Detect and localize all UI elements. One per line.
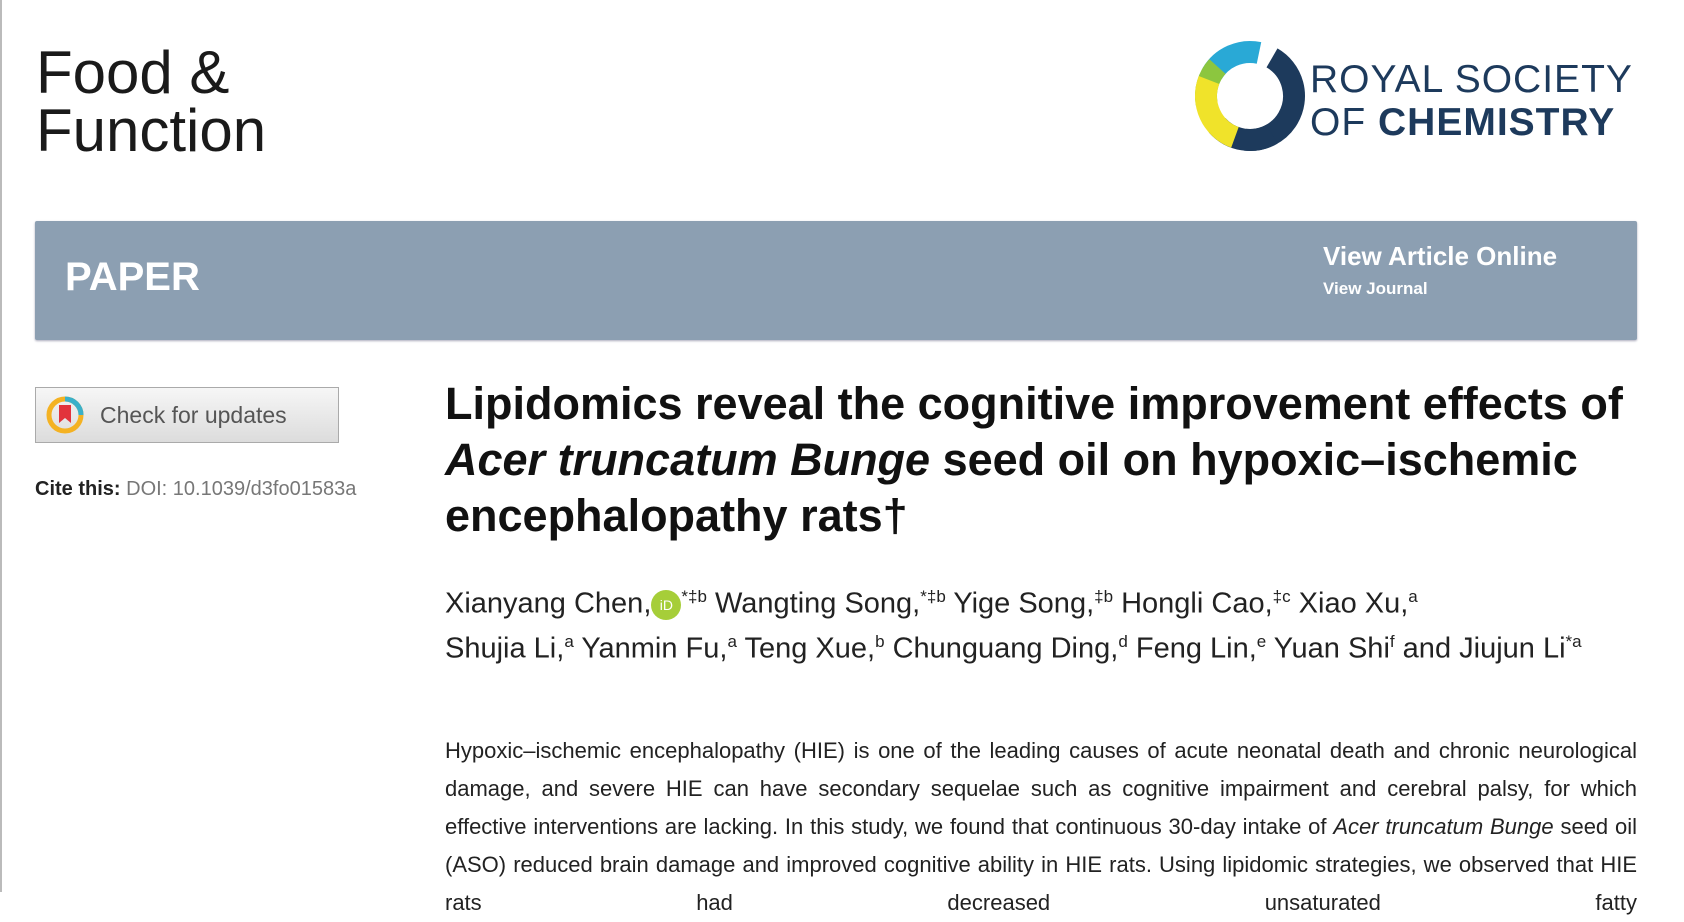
author-name[interactable]: Xianyang Chen, — [445, 587, 652, 620]
author-affiliation: *‡b — [920, 587, 946, 606]
author-name[interactable]: Feng Lin, — [1127, 632, 1257, 665]
rsc-logo-icon — [1195, 40, 1305, 151]
author-name[interactable]: and Jiujun Li — [1394, 632, 1566, 665]
publisher-line2-light: OF — [1310, 101, 1378, 144]
abstract: Hypoxic–ischemic encephalopathy (HIE) is… — [445, 732, 1637, 922]
publisher-line2: OF CHEMISTRY — [1310, 101, 1633, 144]
author-name[interactable]: Yuan Shi — [1266, 632, 1390, 665]
author-name[interactable]: Chunguang Ding, — [884, 632, 1119, 665]
author-affiliation: e — [1256, 631, 1267, 651]
author-affiliation: ‡c — [1272, 587, 1291, 606]
title-species: Acer truncatum Bunge — [445, 434, 931, 485]
cite-label: Cite this: — [35, 478, 121, 500]
article-title: Lipidomics reveal the cognitive improvem… — [445, 376, 1635, 544]
author-affiliation: f — [1389, 631, 1395, 651]
abstract-text: Hypoxic–ischemic encephalopathy (HIE) is… — [445, 738, 1637, 839]
author-name[interactable]: Yanmin Fu, — [573, 632, 728, 665]
view-journal-link[interactable]: View Journal — [1323, 279, 1428, 298]
publisher-name: ROYAL SOCIETY OF CHEMISTRY — [1310, 58, 1633, 144]
author-affiliation: d — [1118, 631, 1128, 651]
abstract-species: Acer truncatum Bunge — [1333, 814, 1554, 839]
check-for-updates-button[interactable]: Check for updates — [35, 387, 339, 443]
author-name[interactable]: Hongli Cao, — [1113, 587, 1273, 620]
author-name[interactable]: Teng Xue, — [736, 632, 876, 665]
view-article-online-link[interactable]: View Article Online — [1323, 241, 1558, 271]
citation: Cite this: DOI: 10.1039/d3fo01583a — [35, 478, 356, 501]
author-name[interactable]: Xiao Xu, — [1290, 587, 1409, 620]
author-name[interactable]: Shujia Li, — [445, 632, 565, 665]
article-type: PAPER — [65, 255, 200, 299]
crossmark-icon — [46, 396, 84, 434]
author-affiliation: a — [1408, 587, 1418, 606]
publisher-line2-bold: CHEMISTRY — [1378, 101, 1616, 144]
title-part2: seed oil on hypoxic–ischemic encephalopa… — [445, 434, 1578, 541]
abstract-paragraph: Hypoxic–ischemic encephalopathy (HIE) is… — [445, 732, 1637, 922]
author-name[interactable]: Yige Song, — [945, 587, 1095, 620]
author-affiliation: a — [564, 631, 574, 651]
author-affiliation: b — [875, 631, 885, 651]
article-type-banner: PAPER View Article Online View Journal — [35, 221, 1637, 340]
title-part1: Lipidomics reveal the cognitive improvem… — [445, 378, 1623, 429]
journal-title-line1: Food & — [36, 39, 230, 106]
journal-title: Food & Function — [36, 39, 267, 164]
doi-link[interactable]: DOI: 10.1039/d3fo01583a — [126, 478, 357, 500]
orcid-icon[interactable]: iD — [651, 590, 682, 620]
page-border — [0, 0, 2, 892]
author-affiliation: *a — [1565, 631, 1582, 651]
check-for-updates-label: Check for updates — [100, 401, 287, 428]
author-name[interactable]: Wangting Song, — [706, 587, 921, 620]
author-list: Xianyang Chen, iD *‡b Wangting Song,*‡b Yi… — [445, 578, 1635, 667]
publisher-line1: ROYAL SOCIETY — [1310, 58, 1633, 101]
author-affiliation: a — [727, 631, 737, 651]
author-affiliation: ‡b — [1094, 587, 1114, 606]
author-affiliation: *‡b — [681, 587, 707, 606]
journal-title-line2: Function — [36, 97, 267, 164]
